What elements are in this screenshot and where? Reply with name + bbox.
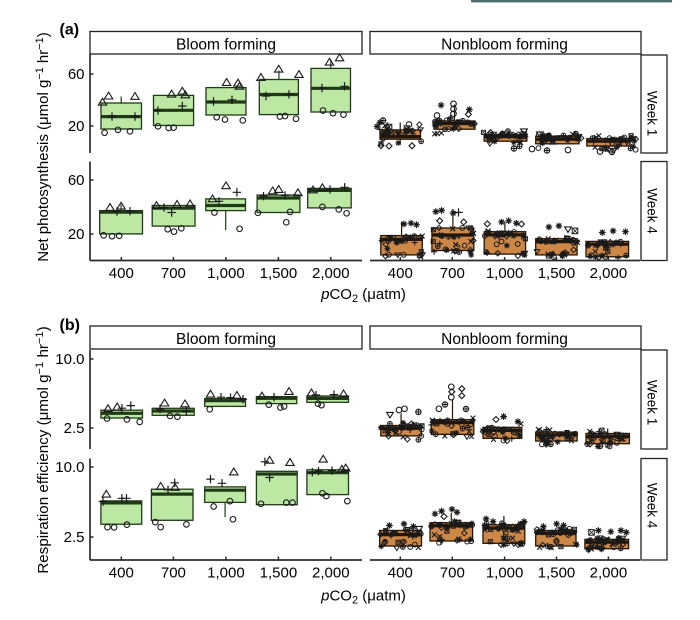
svg-text:400: 400 [388, 565, 413, 582]
svg-text:700: 700 [161, 265, 186, 282]
svg-text:2,000: 2,000 [590, 265, 628, 282]
svg-text:(a): (a) [60, 21, 80, 38]
svg-text:2,000: 2,000 [590, 565, 628, 582]
svg-text:1,500: 1,500 [260, 565, 298, 582]
svg-text:700: 700 [440, 565, 465, 582]
svg-text:2,000: 2,000 [312, 565, 350, 582]
svg-text:1,500: 1,500 [260, 265, 298, 282]
svg-text:20: 20 [68, 118, 85, 135]
svg-text:1,000: 1,000 [207, 265, 245, 282]
svg-text:Respiration efficiency (μmol g: Respiration efficiency (μmol g−1 hr−1) [34, 326, 52, 573]
svg-text:1,000: 1,000 [486, 565, 524, 582]
svg-text:2,000: 2,000 [312, 265, 350, 282]
svg-text:Nonbloom forming: Nonbloom forming [441, 37, 568, 54]
svg-text:1,000: 1,000 [486, 265, 524, 282]
svg-text:Bloom forming: Bloom forming [176, 331, 276, 348]
svg-text:Net photosynthesis (μmol g−1 h: Net photosynthesis (μmol g−1 hr−1) [34, 32, 52, 261]
svg-text:10.0: 10.0 [55, 351, 84, 368]
svg-text:Week 1: Week 1 [645, 91, 660, 137]
svg-text:60: 60 [68, 172, 85, 189]
svg-text:2.5: 2.5 [64, 529, 85, 546]
svg-text:1,500: 1,500 [538, 565, 576, 582]
svg-text:Week 4: Week 4 [645, 188, 660, 234]
svg-text:400: 400 [388, 265, 413, 282]
svg-text:20: 20 [68, 226, 85, 243]
svg-text:400: 400 [109, 265, 134, 282]
svg-text:700: 700 [440, 265, 465, 282]
svg-text:1,000: 1,000 [207, 565, 245, 582]
svg-text:60: 60 [68, 66, 85, 83]
svg-text:pCO2 (μatm): pCO2 (μatm) [320, 286, 406, 305]
svg-text:1,500: 1,500 [538, 265, 576, 282]
svg-text:(b): (b) [60, 317, 80, 334]
svg-text:700: 700 [161, 565, 186, 582]
svg-text:400: 400 [109, 565, 134, 582]
svg-text:Nonbloom forming: Nonbloom forming [441, 331, 568, 348]
svg-text:Week 1: Week 1 [645, 380, 660, 426]
svg-text:2.5: 2.5 [64, 420, 85, 437]
svg-text:Bloom forming: Bloom forming [176, 37, 276, 54]
svg-text:pCO2 (μatm): pCO2 (μatm) [320, 588, 406, 607]
svg-text:Week 4: Week 4 [645, 483, 660, 529]
svg-text:10.0: 10.0 [55, 459, 84, 476]
